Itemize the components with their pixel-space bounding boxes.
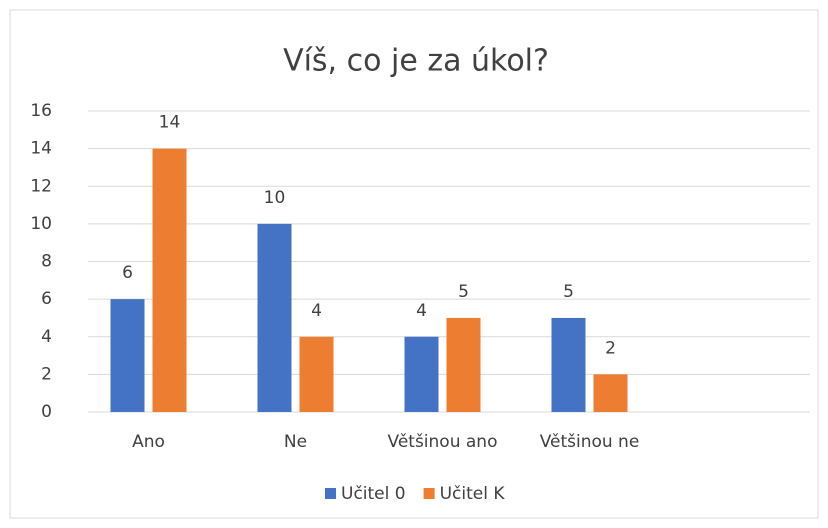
data-label: 4 bbox=[311, 301, 322, 321]
data-label: 5 bbox=[458, 282, 469, 302]
legend-swatch bbox=[325, 488, 336, 499]
bar bbox=[299, 336, 334, 412]
data-label: 6 bbox=[122, 263, 133, 283]
data-label: 10 bbox=[264, 188, 286, 208]
chart-title: Víš, co je za úkol? bbox=[283, 44, 549, 79]
y-tick-label: 12 bbox=[30, 176, 52, 196]
data-label: 4 bbox=[416, 301, 427, 321]
y-tick-label: 10 bbox=[30, 214, 52, 234]
bar bbox=[110, 299, 145, 412]
bar bbox=[446, 317, 481, 412]
bar bbox=[257, 223, 292, 412]
data-label: 14 bbox=[159, 113, 181, 133]
y-tick-label: 6 bbox=[41, 289, 52, 309]
x-tick-label: Většinou ano bbox=[388, 432, 498, 452]
y-tick-label: 16 bbox=[30, 101, 52, 121]
bar bbox=[551, 317, 586, 412]
y-tick-label: 2 bbox=[41, 364, 52, 384]
bar bbox=[593, 374, 628, 412]
y-tick-label: 8 bbox=[41, 252, 52, 272]
y-tick-label: 14 bbox=[30, 139, 52, 159]
bar bbox=[152, 148, 187, 412]
x-tick-label: Ano bbox=[132, 432, 165, 452]
x-tick-label: Většinou ne bbox=[540, 432, 640, 452]
bar bbox=[404, 336, 439, 412]
x-tick-label: Ne bbox=[284, 432, 307, 452]
data-label: 2 bbox=[605, 338, 616, 358]
data-label: 5 bbox=[563, 282, 574, 302]
legend-label: Učitel K bbox=[440, 484, 506, 504]
legend-label: Učitel 0 bbox=[341, 484, 406, 504]
chart-frame bbox=[9, 9, 819, 519]
y-tick-label: 0 bbox=[41, 402, 52, 422]
legend-swatch bbox=[423, 488, 435, 499]
y-tick-label: 4 bbox=[41, 327, 52, 347]
